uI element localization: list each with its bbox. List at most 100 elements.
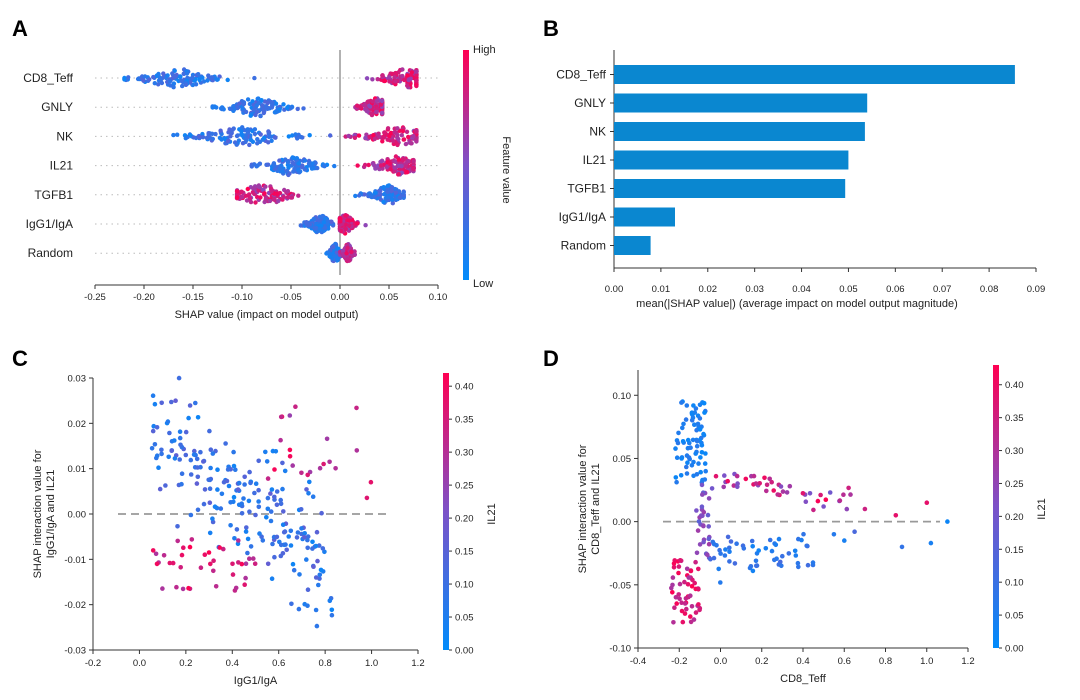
- panel-c-point: [194, 481, 200, 486]
- panel-a-point: [243, 109, 249, 115]
- panel-d-point: [743, 476, 749, 482]
- panel-d-point: [844, 506, 850, 512]
- panel-a-point: [387, 79, 392, 84]
- panel-c-point: [299, 526, 304, 531]
- panel-d-point: [735, 484, 740, 490]
- panel-c-point: [299, 470, 304, 476]
- panel-c-point: [264, 515, 269, 520]
- panel-a-point: [218, 106, 224, 111]
- panel-d-point: [701, 400, 707, 406]
- panel-c-point: [278, 553, 284, 559]
- panel-c-point: [179, 552, 185, 558]
- panel-d-point: [682, 601, 688, 606]
- panel-c-point: [154, 561, 160, 567]
- panel-a-point: [414, 78, 419, 83]
- panel-a-point: [285, 105, 290, 110]
- panel-c-point: [174, 584, 179, 590]
- panel-c-point: [242, 482, 247, 487]
- panel-d-point: [705, 512, 711, 518]
- panel-d-colorbar-label: IL21: [1036, 498, 1048, 519]
- panel-a-point: [326, 250, 331, 255]
- panel-c-point: [314, 623, 320, 629]
- panel-b-x-tick-label: 0.09: [1027, 284, 1046, 295]
- panel-c-point: [210, 516, 215, 521]
- panel-a-point: [389, 185, 395, 190]
- panel-c-colorbar-tick-label: 0.10: [455, 580, 474, 591]
- panel-a-point: [269, 138, 274, 143]
- panel-a-point: [404, 129, 410, 134]
- panel-a-point: [384, 164, 389, 170]
- panel-a-point: [388, 167, 393, 172]
- panel-a-x-tick-label: 0.05: [380, 292, 399, 303]
- panel-c-point: [160, 586, 165, 591]
- panel-c-point: [193, 400, 198, 406]
- panel-a-point: [151, 74, 156, 80]
- panel-a-point: [363, 223, 368, 228]
- panel-d-point: [831, 532, 837, 537]
- panel-d-point: [769, 548, 775, 554]
- panel-d-point: [827, 490, 833, 495]
- panel-a-point: [126, 75, 131, 80]
- panel-c-y-label-line: IgG1/IgA and IL21: [45, 470, 57, 559]
- panel-a-point: [330, 244, 336, 250]
- panel-d-point: [697, 542, 703, 547]
- panel-a-point: [339, 228, 344, 234]
- panel-a-point: [270, 101, 275, 107]
- panel-a-point: [168, 83, 173, 88]
- panel-d-x-tick-label: 1.0: [920, 656, 933, 667]
- panel-d-point: [703, 468, 708, 474]
- panel-a-point: [213, 131, 218, 137]
- panel-c-point: [178, 565, 183, 570]
- panel-a-point: [397, 195, 403, 200]
- panel-a-point: [375, 77, 380, 82]
- panel-d-point: [670, 575, 676, 580]
- panel-a-point: [252, 127, 258, 132]
- panel-a-point: [232, 107, 237, 112]
- panel-a-x-label: SHAP value (impact on model output): [175, 309, 359, 321]
- panel-a-point: [281, 194, 286, 200]
- panel-c-point: [234, 527, 240, 532]
- panel-c-point: [159, 400, 164, 406]
- panel-a-point: [362, 192, 367, 197]
- panel-c-scatter: -0.2 0.0 0.2 0.4 0.6 0.8 1.0 1.2 -0.03 -0.02 -0.01…: [32, 373, 498, 687]
- panel-d-point: [764, 482, 770, 488]
- panel-d-point: [784, 490, 790, 495]
- panel-d-point: [749, 538, 755, 544]
- panel-a-point: [387, 75, 392, 80]
- panel-d-point: [775, 492, 780, 497]
- panel-d-point: [695, 528, 701, 533]
- panel-d-point: [696, 461, 701, 466]
- panel-d-point: [684, 471, 690, 476]
- panel-c-point: [159, 451, 164, 457]
- panel-c-point: [305, 545, 311, 551]
- panel-a-point: [355, 221, 360, 226]
- panel-d-point: [679, 600, 684, 605]
- panel-d-point: [821, 504, 826, 509]
- panel-c-point: [310, 494, 316, 500]
- panel-a-point: [200, 135, 206, 140]
- panel-a-point: [378, 188, 383, 194]
- panel-d-point: [688, 593, 693, 598]
- panel-b-bar: [614, 65, 1015, 84]
- panel-c-point: [354, 448, 360, 453]
- panel-c-point: [248, 544, 254, 549]
- panel-c-point: [179, 471, 185, 477]
- panel-a-point: [301, 106, 306, 111]
- panel-a-point: [235, 133, 240, 138]
- panel-d-point: [697, 416, 703, 421]
- panel-c-point: [260, 538, 266, 543]
- panel-a-point: [367, 104, 373, 109]
- panel-d-point: [702, 461, 708, 466]
- panel-c-point: [281, 529, 287, 535]
- panel-d-point: [713, 473, 719, 479]
- panel-a-point: [172, 74, 178, 80]
- panel-a-point: [378, 102, 384, 107]
- panel-a-point: [255, 96, 260, 102]
- panel-d-point: [684, 403, 690, 408]
- panel-d-point: [841, 492, 846, 498]
- panel-a-point: [187, 132, 193, 138]
- panel-d-point: [727, 549, 732, 554]
- panel-d-point: [757, 481, 762, 486]
- panel-a-point: [382, 130, 387, 135]
- panel-c-point: [297, 572, 302, 577]
